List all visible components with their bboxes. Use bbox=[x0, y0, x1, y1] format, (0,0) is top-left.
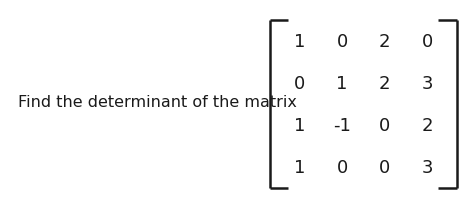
Text: 0: 0 bbox=[421, 32, 432, 50]
Text: 0: 0 bbox=[336, 32, 347, 50]
Text: 2: 2 bbox=[420, 116, 432, 134]
Text: 3: 3 bbox=[420, 158, 432, 176]
Text: 0: 0 bbox=[378, 158, 389, 176]
Text: 0: 0 bbox=[378, 116, 389, 134]
Text: 0: 0 bbox=[293, 74, 304, 92]
Text: -1: -1 bbox=[332, 116, 350, 134]
Text: 2: 2 bbox=[378, 32, 390, 50]
Text: 1: 1 bbox=[293, 32, 305, 50]
Text: 0: 0 bbox=[336, 158, 347, 176]
Text: 1: 1 bbox=[293, 158, 305, 176]
Text: 3: 3 bbox=[420, 74, 432, 92]
Text: 2: 2 bbox=[378, 74, 390, 92]
Text: 1: 1 bbox=[336, 74, 347, 92]
Text: Find the determinant of the matrix: Find the determinant of the matrix bbox=[18, 94, 297, 110]
Text: 1: 1 bbox=[293, 116, 305, 134]
